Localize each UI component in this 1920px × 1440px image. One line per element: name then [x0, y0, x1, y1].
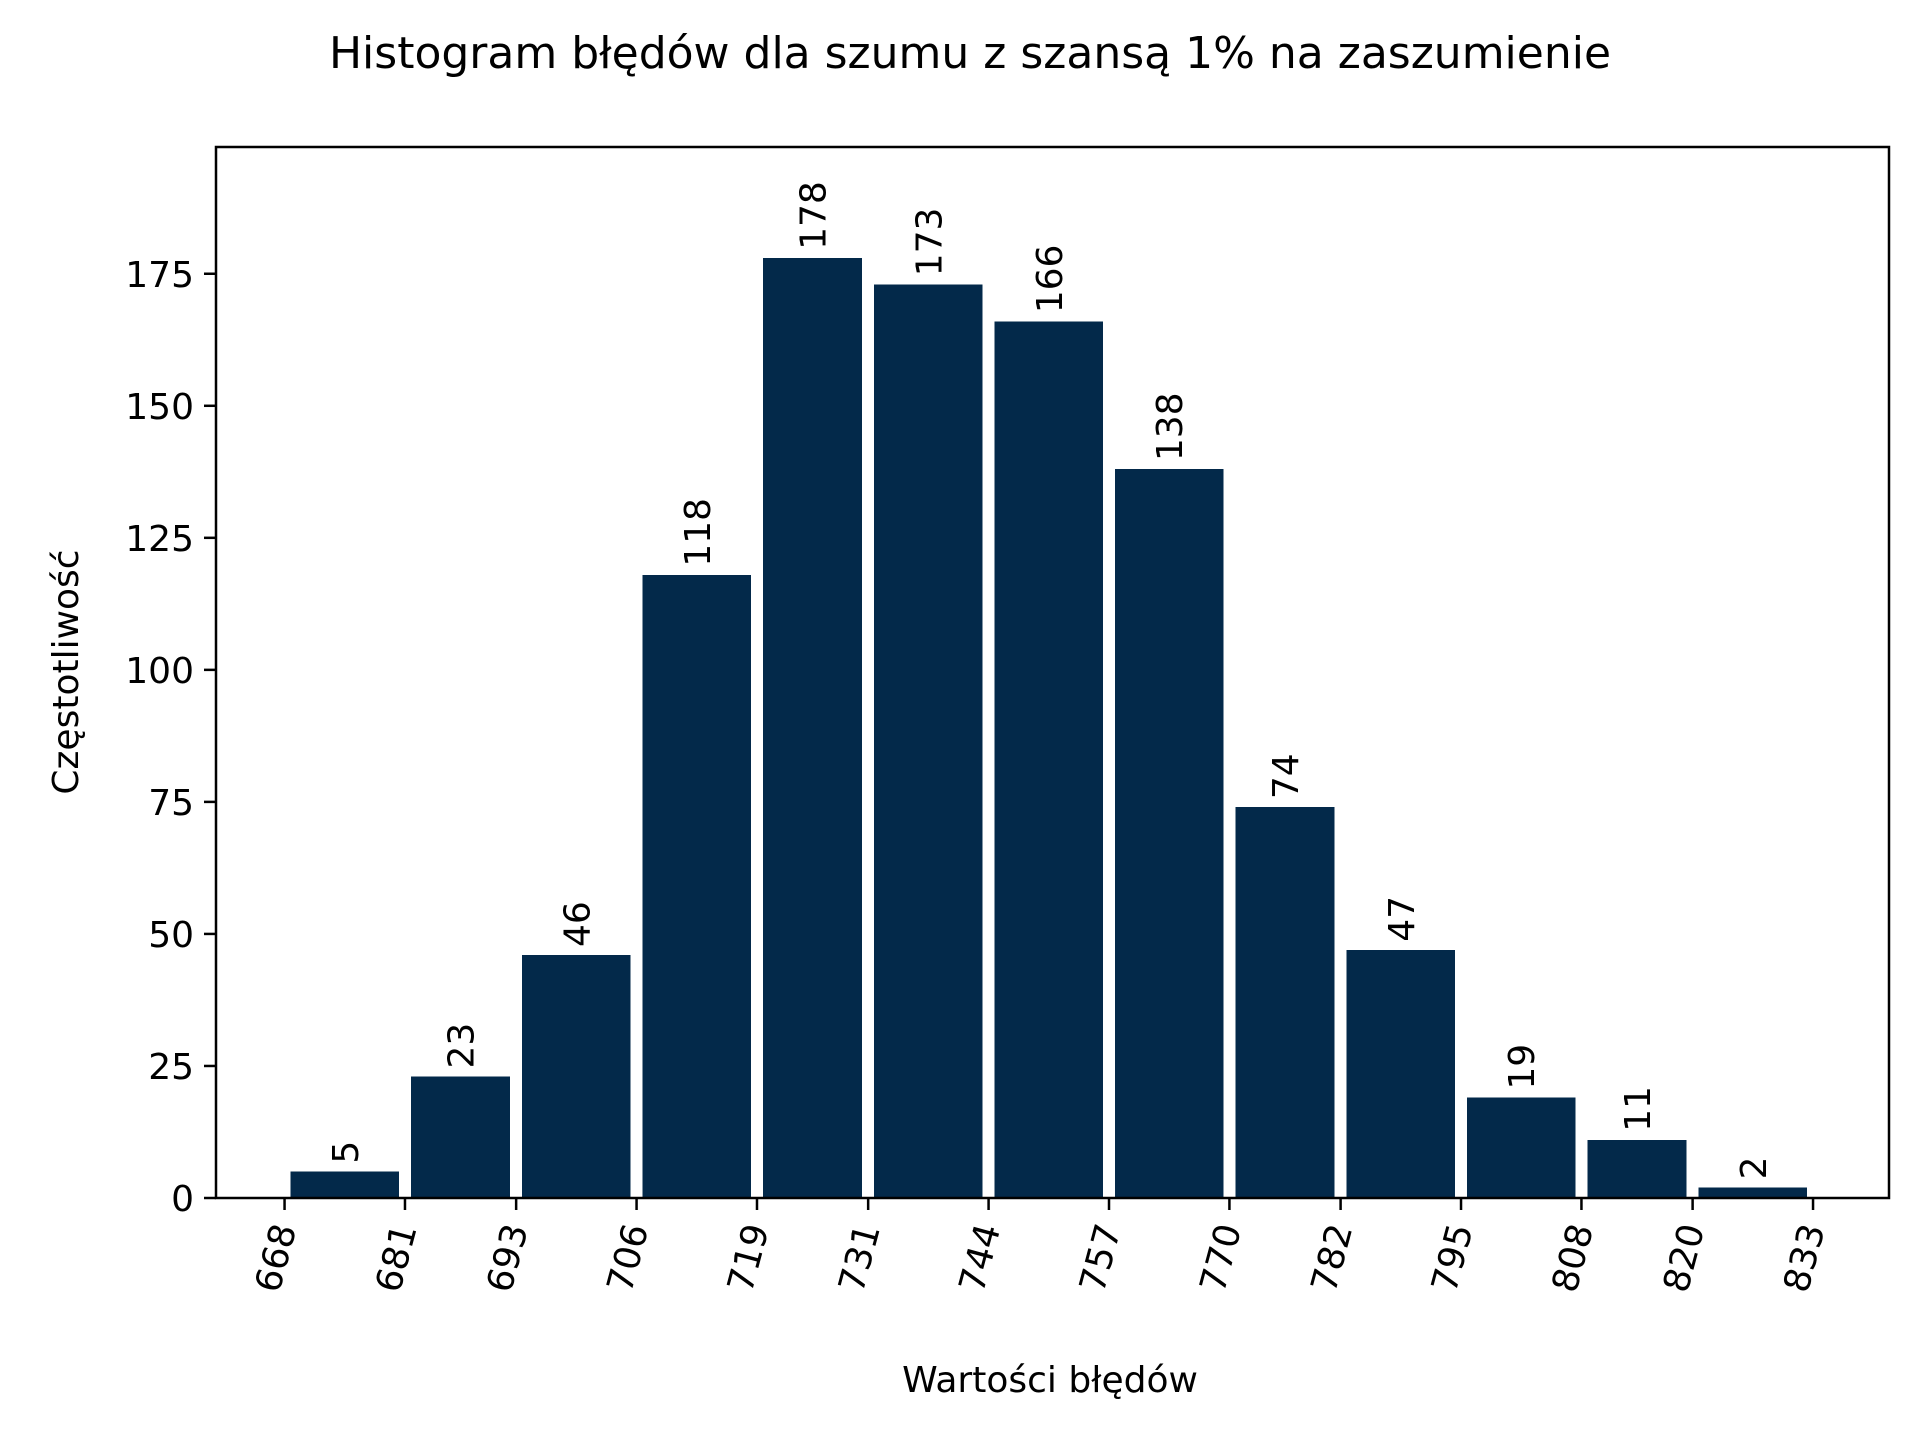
chart-title: Histogram błędów dla szumu z szansą 1% n… [329, 28, 1611, 79]
y-axis: 0 25 50 75 100 125 150 175 [125, 255, 216, 1220]
bar-value-label: 173 [909, 208, 950, 277]
x-tick-label: 731 [831, 1220, 888, 1297]
x-axis: 668 681 693 706 719 731 744 757 770 782 795 808 820 8… [248, 1198, 1834, 1297]
x-tick-label: 833 [1776, 1220, 1833, 1297]
bar-value-label: 46 [557, 901, 598, 947]
bar-value-label: 47 [1382, 896, 1423, 942]
histogram-bar [1235, 807, 1335, 1198]
x-tick-label: 693 [479, 1220, 536, 1297]
histogram-bar [642, 574, 751, 1198]
bar-value-label: 74 [1266, 753, 1307, 799]
bar-value-label: 23 [442, 1023, 483, 1069]
bar-value-label: 178 [794, 181, 835, 250]
x-tick-label: 808 [1545, 1220, 1602, 1297]
histogram-bar [410, 1076, 511, 1198]
y-tick-label: 75 [148, 783, 194, 824]
y-tick-label: 0 [171, 1179, 194, 1220]
x-tick-label: 668 [248, 1220, 305, 1297]
histogram-bar [1467, 1097, 1576, 1198]
x-tick-label: 782 [1304, 1220, 1361, 1297]
bar-value-label: 11 [1618, 1086, 1659, 1132]
y-tick-label: 100 [125, 651, 194, 692]
histogram-bar [522, 955, 631, 1198]
plot-frame [214, 145, 1891, 1200]
bar-value-label: 2 [1734, 1157, 1775, 1180]
x-axis-label: Wartości błędów [902, 1360, 1198, 1401]
bar-value-label: 166 [1030, 245, 1071, 314]
histogram-bar [1587, 1139, 1687, 1198]
bar-value-label: 19 [1502, 1044, 1543, 1090]
data-labels-group: 5 23 46 118 178 173 166 138 74 47 19 11 2 [326, 181, 1775, 1179]
histogram-bar [1115, 469, 1224, 1198]
x-tick-label: 770 [1193, 1220, 1250, 1297]
histogram-bar [994, 321, 1104, 1198]
bar-value-label: 5 [326, 1141, 367, 1164]
y-axis-label: Częstotliwość [46, 549, 87, 794]
bars-group [290, 257, 1808, 1198]
y-tick-label: 50 [148, 915, 194, 956]
x-tick-label: 744 [952, 1220, 1009, 1297]
y-tick-label: 125 [125, 519, 194, 560]
x-tick-label: 820 [1656, 1220, 1713, 1297]
y-tick-label: 175 [125, 255, 194, 296]
y-tick-label: 25 [148, 1047, 194, 1088]
x-tick-label: 706 [600, 1220, 657, 1297]
y-tick-label: 150 [125, 387, 194, 428]
x-tick-label: 681 [368, 1220, 425, 1297]
histogram-bar [1698, 1187, 1808, 1198]
bar-value-label: 138 [1150, 392, 1191, 461]
histogram-bar [762, 257, 863, 1198]
histogram-bar [874, 284, 983, 1198]
histogram-bar [1346, 949, 1456, 1198]
x-tick-label: 795 [1424, 1220, 1481, 1297]
x-tick-label: 719 [720, 1220, 777, 1297]
histogram-bar [290, 1171, 399, 1198]
bar-value-label: 118 [678, 498, 719, 567]
x-tick-label: 757 [1072, 1220, 1129, 1297]
